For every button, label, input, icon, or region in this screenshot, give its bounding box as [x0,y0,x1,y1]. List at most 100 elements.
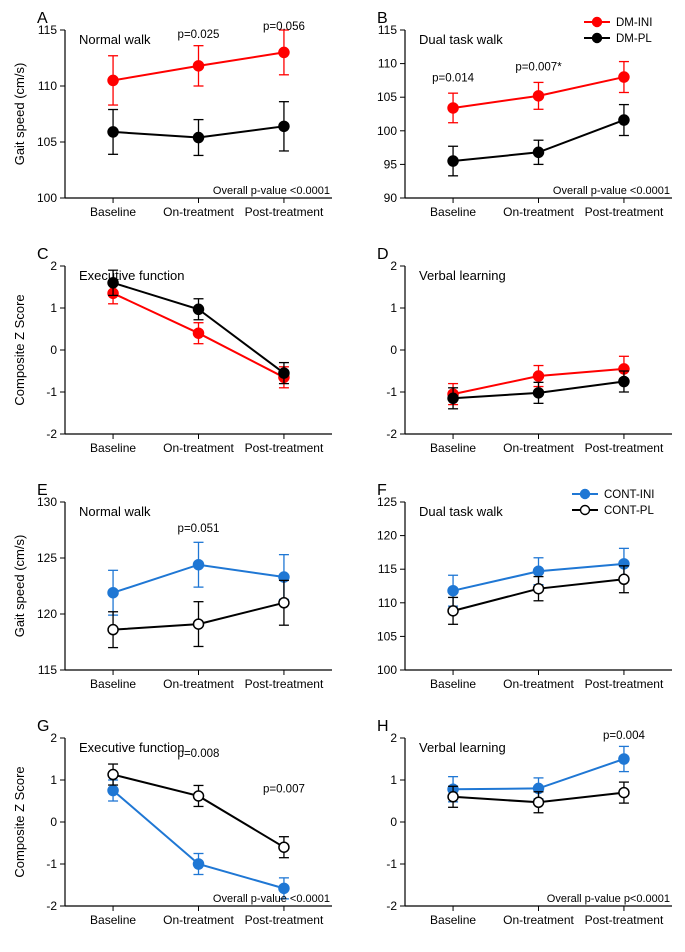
svg-text:Overall p-value p<0.0001: Overall p-value p<0.0001 [547,893,670,905]
svg-text:E: E [37,482,48,499]
svg-text:105: 105 [37,135,57,149]
svg-text:100: 100 [377,124,397,138]
svg-text:90: 90 [384,191,398,205]
svg-text:On-treatment: On-treatment [503,441,574,455]
svg-text:-1: -1 [46,857,57,871]
svg-text:CONT-INI: CONT-INI [604,489,654,501]
svg-text:120: 120 [37,607,57,621]
svg-text:Gait speed (cm/s): Gait speed (cm/s) [12,535,27,638]
svg-text:Post-treatment: Post-treatment [245,441,324,455]
svg-text:G: G [37,718,49,735]
svg-text:Overall p-value <0.0001: Overall p-value <0.0001 [553,185,670,197]
svg-text:Verbal learning: Verbal learning [419,740,506,755]
svg-text:Overall p-value <0.0001: Overall p-value <0.0001 [213,893,330,905]
svg-text:Overall p-value <0.0001: Overall p-value <0.0001 [213,185,330,197]
svg-text:0: 0 [50,815,57,829]
svg-text:-1: -1 [386,385,397,399]
svg-text:110: 110 [38,79,57,93]
svg-text:Post-treatment: Post-treatment [585,677,664,691]
svg-text:Baseline: Baseline [90,913,136,927]
svg-text:-1: -1 [386,857,397,871]
svg-text:105: 105 [377,90,397,104]
panel-b: 9095100105110115BaselineOn-treatmentPost… [350,8,680,236]
svg-text:Baseline: Baseline [90,441,136,455]
svg-text:CONT-PL: CONT-PL [604,505,654,517]
svg-text:100: 100 [37,191,57,205]
svg-text:0: 0 [390,343,397,357]
svg-text:-2: -2 [386,427,397,441]
svg-text:Baseline: Baseline [430,913,476,927]
svg-text:95: 95 [384,157,398,171]
panel-d: -2-1012BaselineOn-treatmentPost-treatmen… [350,244,680,472]
panel-f: 100105110115120125BaselineOn-treatmentPo… [350,480,680,708]
svg-text:1: 1 [50,301,57,315]
svg-text:Composite Z Score: Composite Z Score [12,766,27,877]
figure-root: 100105110115BaselineOn-treatmentPost-tre… [0,0,685,952]
svg-text:105: 105 [377,629,397,643]
svg-text:DM-PL: DM-PL [616,33,652,45]
svg-text:-2: -2 [46,427,57,441]
svg-text:-1: -1 [46,385,57,399]
svg-text:p=0.007: p=0.007 [263,784,305,796]
svg-text:On-treatment: On-treatment [503,205,574,219]
svg-text:-2: -2 [386,899,397,913]
panel-e: 115120125130BaselineOn-treatmentPost-tre… [10,480,340,708]
svg-text:p=0.014: p=0.014 [432,73,474,85]
svg-text:Gait speed (cm/s): Gait speed (cm/s) [12,63,27,166]
svg-text:Post-treatment: Post-treatment [585,913,664,927]
svg-text:D: D [377,246,389,263]
svg-text:110: 110 [378,596,397,610]
svg-text:100: 100 [377,663,397,677]
panel-c: -2 -1 0 1 2 Baseline On-treatment Post-treatmen… [10,244,340,472]
svg-text:2: 2 [390,731,397,745]
svg-text:2: 2 [50,731,57,745]
svg-text:F: F [377,482,387,499]
panel-h: -2 -1 0 1 2 Baseline On-treatment Post-treatmen… [350,716,680,944]
svg-text:DM-INI: DM-INI [616,17,652,29]
svg-text:On-treatment: On-treatment [163,441,234,455]
svg-text:Post-treatment: Post-treatment [585,441,664,455]
svg-text:On-treatment: On-treatment [503,677,574,691]
svg-text:2: 2 [50,259,57,273]
svg-text:Post-treatment: Post-treatment [585,205,664,219]
svg-text:Dual task walk: Dual task walk [419,32,503,47]
svg-text:1: 1 [390,301,397,315]
svg-text:Baseline: Baseline [430,677,476,691]
svg-text:p=0.025: p=0.025 [178,29,220,41]
svg-text:B: B [377,10,388,27]
svg-text:Baseline: Baseline [90,677,136,691]
panel-a: 100105110115BaselineOn-treatmentPost-tre… [10,8,340,236]
svg-text:H: H [377,718,389,735]
svg-text:Baseline: Baseline [430,441,476,455]
svg-text:Verbal learning: Verbal learning [419,268,506,283]
svg-text:p=0.056: p=0.056 [263,21,305,33]
svg-text:Normal walk: Normal walk [79,504,151,519]
svg-text:1: 1 [50,773,57,787]
svg-text:A: A [37,10,48,27]
svg-text:110: 110 [378,57,397,71]
svg-text:0: 0 [50,343,57,357]
svg-text:Post-treatment: Post-treatment [245,677,324,691]
svg-text:On-treatment: On-treatment [163,205,234,219]
svg-text:115: 115 [378,562,397,576]
svg-text:On-treatment: On-treatment [163,913,234,927]
svg-text:0: 0 [390,815,397,829]
svg-text:1: 1 [390,773,397,787]
svg-text:115: 115 [38,663,57,677]
svg-text:p=0.051: p=0.051 [178,523,220,535]
svg-text:On-treatment: On-treatment [163,677,234,691]
svg-text:On-treatment: On-treatment [503,913,574,927]
svg-text:-2: -2 [46,899,57,913]
panel-g: -2-1012BaselineOn-treatmentPost-treatmen… [10,716,340,944]
svg-text:p=0.004: p=0.004 [603,730,645,742]
svg-text:Dual task walk: Dual task walk [419,504,503,519]
svg-text:p=0.008: p=0.008 [178,748,220,760]
svg-text:Composite Z Score: Composite Z Score [12,294,27,405]
svg-text:Executive function: Executive function [79,740,185,755]
svg-text:Normal walk: Normal walk [79,32,151,47]
svg-text:Baseline: Baseline [430,205,476,219]
svg-text:Post-treatment: Post-treatment [245,205,324,219]
svg-text:p=0.007*: p=0.007* [515,61,562,73]
svg-text:120: 120 [377,529,397,543]
svg-text:Executive function: Executive function [79,268,185,283]
